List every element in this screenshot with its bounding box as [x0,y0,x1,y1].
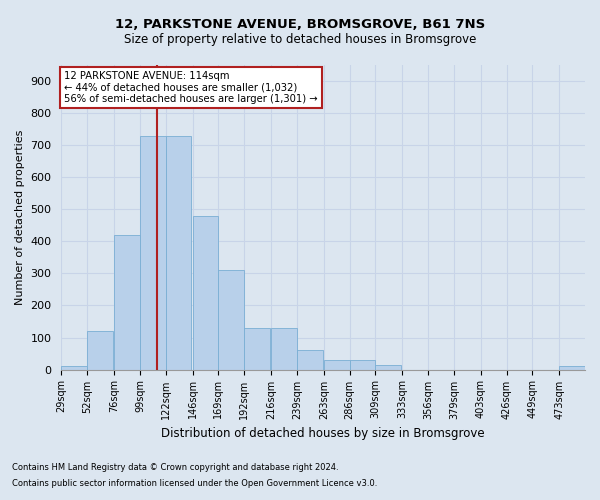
Text: Size of property relative to detached houses in Bromsgrove: Size of property relative to detached ho… [124,32,476,46]
Bar [218,270,244,370]
X-axis label: Distribution of detached houses by size in Bromsgrove: Distribution of detached houses by size … [161,427,485,440]
Bar [559,366,585,370]
Text: 12, PARKSTONE AVENUE, BROMSGROVE, B61 7NS: 12, PARKSTONE AVENUE, BROMSGROVE, B61 7N… [115,18,485,30]
Text: Contains public sector information licensed under the Open Government Licence v3: Contains public sector information licen… [12,478,377,488]
Bar [87,331,113,370]
Bar [61,366,87,370]
Bar [271,328,297,370]
Bar [114,235,140,370]
Text: 12 PARKSTONE AVENUE: 114sqm
← 44% of detached houses are smaller (1,032)
56% of : 12 PARKSTONE AVENUE: 114sqm ← 44% of det… [64,71,317,104]
Bar [324,360,350,370]
Y-axis label: Number of detached properties: Number of detached properties [15,130,25,305]
Text: Contains HM Land Registry data © Crown copyright and database right 2024.: Contains HM Land Registry data © Crown c… [12,464,338,472]
Bar [297,350,323,370]
Bar [166,136,191,370]
Bar [376,365,401,370]
Bar [140,136,166,370]
Bar [193,216,218,370]
Bar [244,328,270,370]
Bar [350,360,376,370]
